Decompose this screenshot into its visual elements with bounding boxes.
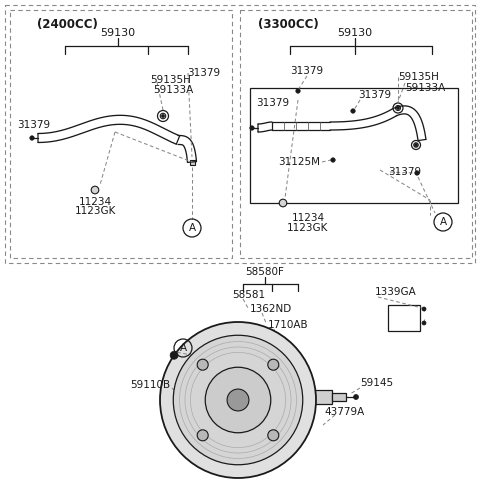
- Circle shape: [170, 351, 178, 359]
- Circle shape: [197, 430, 208, 441]
- Circle shape: [197, 359, 208, 370]
- Circle shape: [91, 186, 99, 194]
- Circle shape: [161, 114, 165, 117]
- Bar: [388, 305, 420, 331]
- Circle shape: [268, 430, 279, 441]
- Text: 31125M: 31125M: [278, 157, 320, 167]
- Circle shape: [173, 335, 303, 465]
- Circle shape: [250, 126, 254, 130]
- Text: A: A: [180, 343, 187, 353]
- Text: A: A: [439, 217, 446, 227]
- Text: 1710AB: 1710AB: [268, 320, 309, 330]
- Circle shape: [268, 359, 279, 370]
- Circle shape: [396, 106, 399, 110]
- Circle shape: [160, 322, 316, 478]
- Circle shape: [331, 158, 335, 162]
- Text: (3300CC): (3300CC): [258, 17, 319, 30]
- Bar: [5, 5, 475, 263]
- Text: 1123GK: 1123GK: [74, 206, 116, 216]
- Circle shape: [205, 367, 271, 433]
- Text: 31379: 31379: [290, 66, 324, 76]
- Text: 59130: 59130: [337, 28, 372, 38]
- Text: 59133A: 59133A: [405, 83, 445, 93]
- Text: 59110B: 59110B: [130, 380, 170, 390]
- Circle shape: [296, 89, 300, 93]
- Circle shape: [415, 171, 419, 175]
- Text: 43779A: 43779A: [325, 407, 365, 417]
- Bar: [250, 88, 458, 203]
- Text: 59135H: 59135H: [398, 72, 439, 82]
- Text: 31379: 31379: [358, 90, 391, 100]
- Circle shape: [227, 389, 249, 411]
- Bar: [190, 159, 194, 165]
- Text: 59145: 59145: [360, 378, 393, 388]
- Text: 58580F: 58580F: [246, 267, 285, 277]
- Text: 59130: 59130: [100, 28, 135, 38]
- Circle shape: [351, 109, 355, 113]
- Circle shape: [353, 395, 359, 399]
- Text: (2400CC): (2400CC): [37, 17, 98, 30]
- Text: 58581: 58581: [232, 290, 265, 300]
- Text: 31379: 31379: [17, 120, 50, 130]
- Text: 59135H: 59135H: [150, 75, 191, 85]
- Bar: [332, 393, 346, 401]
- Circle shape: [30, 136, 34, 140]
- Text: 31379: 31379: [256, 98, 289, 108]
- Circle shape: [422, 307, 426, 311]
- Text: 1339GA: 1339GA: [375, 287, 417, 297]
- Text: 31379: 31379: [388, 167, 421, 177]
- Text: 11234: 11234: [291, 213, 324, 223]
- Text: 59133A: 59133A: [153, 85, 193, 95]
- Bar: [240, 10, 472, 258]
- Bar: [312, 390, 332, 404]
- Text: 1362ND: 1362ND: [250, 304, 292, 314]
- Circle shape: [422, 321, 426, 325]
- Text: 31379: 31379: [187, 68, 220, 78]
- Text: A: A: [189, 223, 195, 233]
- Text: 1123GK: 1123GK: [288, 223, 329, 233]
- Text: 11234: 11234: [78, 197, 111, 207]
- Bar: [10, 10, 232, 258]
- Circle shape: [279, 199, 287, 207]
- Circle shape: [415, 143, 418, 146]
